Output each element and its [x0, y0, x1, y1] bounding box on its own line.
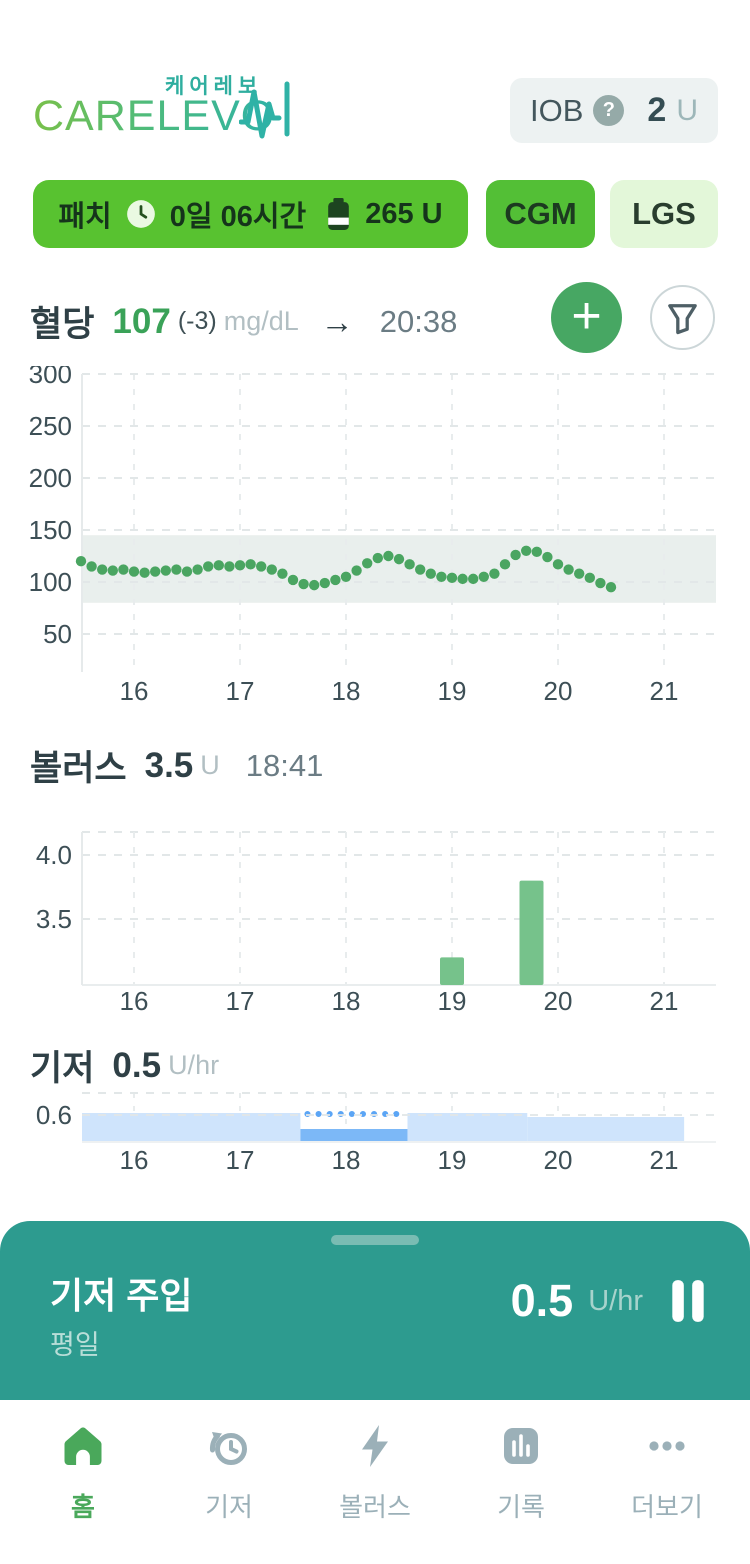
- nav-item-more[interactable]: 더보기: [602, 1422, 732, 1524]
- iob-label: IOB: [530, 92, 584, 128]
- svg-text:21: 21: [650, 986, 679, 1016]
- nav-label-home: 홈: [71, 1492, 95, 1522]
- logo-wordmark: CARELEVO: [33, 92, 276, 140]
- bolus-value: 3.5: [144, 745, 194, 785]
- svg-text:16: 16: [120, 676, 149, 706]
- add-record-button[interactable]: +: [551, 282, 622, 353]
- svg-text:300: 300: [29, 366, 72, 389]
- iob-value: 2: [647, 91, 667, 129]
- glucose-unit: mg/dL: [223, 306, 299, 336]
- records-chart-icon: [497, 1422, 545, 1475]
- sheet-title: 기저 주입: [50, 1275, 193, 1316]
- svg-text:18: 18: [332, 676, 361, 706]
- pause-button[interactable]: [670, 1278, 706, 1324]
- bolus-unit: U: [200, 750, 220, 780]
- svg-text:19: 19: [438, 1145, 467, 1175]
- nav-item-bolus[interactable]: 볼러스: [310, 1422, 440, 1524]
- svg-text:17: 17: [226, 1145, 255, 1175]
- basal-unit: U/hr: [168, 1050, 220, 1080]
- glucose-value: 107: [112, 301, 171, 341]
- glucose-header: 혈당 107 (-3) mg/dL → 20:38: [30, 296, 457, 347]
- lgs-button[interactable]: LGS: [610, 180, 718, 248]
- patch-reservoir: 265 U: [365, 197, 443, 230]
- svg-text:0.6: 0.6: [36, 1100, 72, 1130]
- nav-label-basal: 기저: [205, 1492, 253, 1522]
- basal-title: 기저: [30, 1049, 95, 1088]
- sheet-drag-handle[interactable]: [331, 1235, 419, 1245]
- filter-button[interactable]: [650, 285, 715, 350]
- glucose-chart: 16 17 18 19 20 21 50 100 150 200 250 300: [0, 359, 750, 708]
- iob-unit: U: [676, 93, 698, 127]
- bottom-navigation: 홈 기저 볼러스: [0, 1400, 750, 1564]
- svg-text:4.0: 4.0: [36, 840, 72, 870]
- patch-time: 0일 06시간: [169, 201, 307, 233]
- svg-text:19: 19: [438, 676, 467, 706]
- sheet-rate-value: 0.5: [510, 1275, 574, 1326]
- cgm-button[interactable]: CGM: [486, 180, 595, 248]
- nav-item-records[interactable]: 기록: [456, 1422, 586, 1524]
- glucose-delta: (-3): [177, 307, 217, 335]
- svg-text:19: 19: [438, 986, 467, 1016]
- nav-label-more: 더보기: [631, 1492, 703, 1522]
- cgm-label: CGM: [504, 196, 577, 231]
- glucose-time: 20:38: [379, 303, 458, 339]
- plus-icon: +: [571, 286, 602, 345]
- iob-badge[interactable]: IOB ? 2 U: [510, 78, 718, 143]
- nav-label-bolus: 볼러스: [339, 1492, 411, 1522]
- svg-text:150: 150: [29, 515, 72, 545]
- home-icon: [59, 1422, 107, 1475]
- svg-text:250: 250: [29, 411, 72, 441]
- svg-text:100: 100: [29, 567, 72, 597]
- svg-text:20: 20: [544, 1145, 573, 1175]
- basal-header: 기저 0.5 U/hr: [30, 1040, 219, 1091]
- clock-icon: [126, 200, 155, 228]
- bolus-chart: 16 17 18 19 20 21 3.5 4.0: [0, 816, 750, 1016]
- svg-text:17: 17: [226, 676, 255, 706]
- more-dots-icon: [643, 1422, 691, 1475]
- basal-clock-icon: [205, 1422, 253, 1475]
- logo-korean-text: 케어레보: [165, 75, 263, 98]
- svg-text:21: 21: [650, 1145, 679, 1175]
- reservoir-icon: [328, 197, 350, 230]
- bolus-title: 볼러스: [30, 749, 127, 788]
- basal-chart: 16 17 18 19 20 21 0.6: [0, 1083, 750, 1183]
- svg-text:200: 200: [29, 463, 72, 493]
- svg-text:18: 18: [332, 1145, 361, 1175]
- svg-text:18: 18: [332, 986, 361, 1016]
- sheet-rate-unit: U/hr: [588, 1284, 643, 1317]
- nav-item-home[interactable]: 홈: [18, 1422, 148, 1524]
- lgs-label: LGS: [632, 196, 696, 231]
- glucose-trend-arrow: →: [320, 302, 354, 340]
- svg-text:16: 16: [120, 986, 149, 1016]
- iob-help-icon[interactable]: ?: [593, 95, 625, 126]
- svg-text:20: 20: [544, 676, 573, 706]
- nav-label-records: 기록: [497, 1492, 545, 1522]
- svg-text:17: 17: [226, 986, 255, 1016]
- patch-status-pill[interactable]: 패치 0일 06시간 265 U: [33, 180, 468, 248]
- carelevo-logo: 케어레보 CARELEVO: [33, 68, 313, 154]
- glucose-title: 혈당: [30, 305, 95, 344]
- filter-funnel-icon: [668, 304, 697, 335]
- bolus-header: 볼러스 3.5 U 18:41: [30, 740, 323, 791]
- svg-text:3.5: 3.5: [36, 904, 72, 934]
- svg-text:21: 21: [650, 676, 679, 706]
- bolus-time: 18:41: [245, 747, 324, 783]
- sheet-subtitle: 평일: [50, 1330, 100, 1360]
- patch-label: 패치: [58, 201, 112, 233]
- nav-item-basal[interactable]: 기저: [164, 1422, 294, 1524]
- svg-text:50: 50: [43, 619, 72, 649]
- basal-injection-sheet: 기저 주입 평일 0.5 U/hr: [0, 1221, 750, 1400]
- pulse-icon: [239, 81, 290, 139]
- pause-icon: [672, 1280, 704, 1322]
- svg-text:20: 20: [544, 986, 573, 1016]
- basal-value: 0.5: [112, 1045, 162, 1085]
- bolus-bolt-icon: [351, 1422, 399, 1475]
- svg-text:16: 16: [120, 1145, 149, 1175]
